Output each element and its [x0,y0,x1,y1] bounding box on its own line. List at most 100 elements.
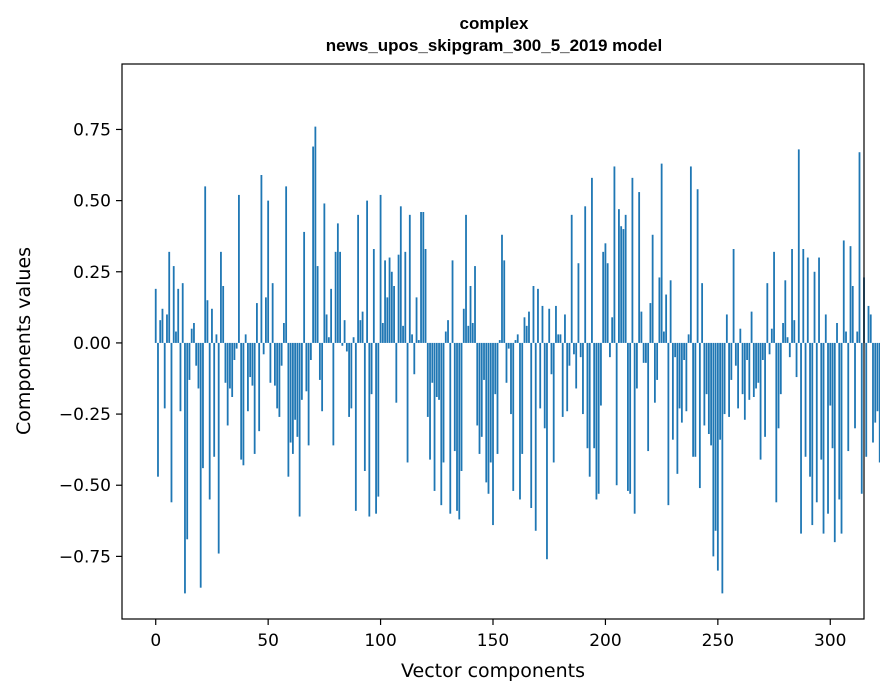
bar [786,337,789,343]
bar [267,200,270,343]
bar [458,342,461,520]
bar [184,342,186,594]
bar [323,203,326,343]
bar [296,342,299,437]
bar [258,342,261,432]
bar [757,342,760,383]
bar [471,323,474,343]
bar [314,126,317,343]
bar [570,214,573,343]
bar [712,342,715,557]
bar [588,342,591,477]
x-tick-label: 250 [702,631,734,651]
bar [372,249,375,343]
bar [204,186,207,343]
bar [761,342,764,360]
bar [377,342,380,497]
bar [694,342,697,457]
bar [166,314,168,343]
bar [692,342,695,457]
bar [824,314,827,343]
bar [822,342,825,534]
bar [683,342,686,360]
bar [424,249,427,343]
bar [480,342,483,437]
bar [465,214,467,343]
bar [226,342,229,426]
bar [732,249,735,343]
bar [298,342,301,517]
bar [312,146,315,343]
bar [402,325,404,343]
bar [847,342,850,452]
bar [249,342,252,378]
bar [350,342,353,409]
bar [431,342,434,383]
bar [746,342,748,360]
bar [231,342,234,397]
bar [375,342,377,514]
bar [487,342,490,494]
bar [584,206,587,343]
bar [366,200,368,343]
bar [170,342,173,503]
bar [741,342,744,395]
bar [289,342,292,443]
bar [309,342,312,360]
bar [586,342,589,449]
bar [177,288,180,343]
bar [368,342,371,517]
bar [667,342,670,506]
bar [462,308,465,343]
bar [555,305,557,343]
bar [505,342,508,383]
bar [449,342,452,514]
chart-title-line1: complex [460,14,530,33]
bar [532,286,535,343]
bar [591,177,593,343]
bar [788,342,791,358]
bar [750,311,753,343]
bar [618,209,620,343]
bar [582,342,584,415]
bar [768,342,771,355]
bar [838,342,841,500]
bar [539,342,542,409]
bar [498,340,501,343]
bar [595,342,598,500]
bar [530,342,533,508]
bar [393,286,395,343]
bar [701,283,704,343]
bar [456,342,458,511]
bar [640,311,643,343]
bar [811,342,814,526]
bar [417,340,420,343]
bar [442,342,445,463]
bar [404,251,407,343]
bar [476,342,479,426]
bar [528,311,530,343]
bar [575,342,578,389]
bar [845,331,847,343]
bar [568,342,571,366]
bar [224,342,227,383]
bar [687,334,690,343]
bar [764,342,766,437]
bar [262,342,265,355]
bar [629,342,632,494]
bar [154,288,157,343]
bar [651,234,654,343]
bar [339,251,341,343]
bar [483,342,485,380]
bar [265,297,267,343]
bar [354,342,357,511]
bar [748,342,751,400]
bar [238,194,240,343]
bar [202,342,204,469]
bar [307,342,310,446]
bars-group [154,126,880,594]
bar [806,257,809,343]
bar [395,342,398,403]
bar [485,342,488,483]
bar [602,251,605,343]
